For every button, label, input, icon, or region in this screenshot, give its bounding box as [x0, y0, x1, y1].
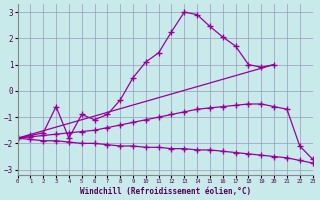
X-axis label: Windchill (Refroidissement éolien,°C): Windchill (Refroidissement éolien,°C) [80, 187, 251, 196]
